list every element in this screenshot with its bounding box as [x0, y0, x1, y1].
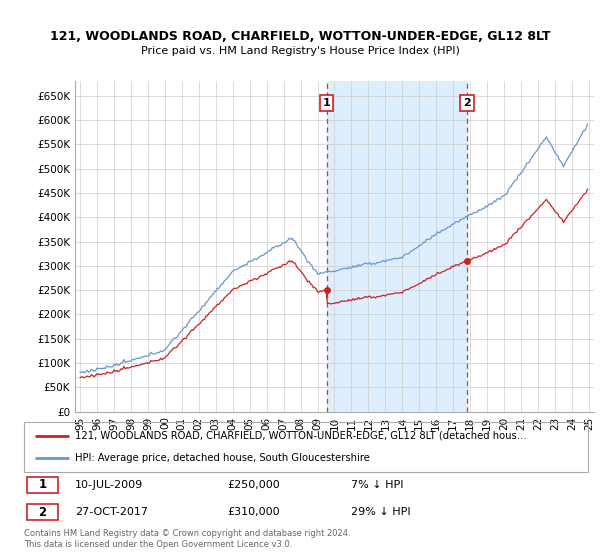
- FancyBboxPatch shape: [27, 504, 58, 520]
- Text: 2: 2: [463, 98, 471, 108]
- Text: Price paid vs. HM Land Registry's House Price Index (HPI): Price paid vs. HM Land Registry's House …: [140, 46, 460, 56]
- Text: 27-OCT-2017: 27-OCT-2017: [75, 507, 148, 517]
- Bar: [326, 81, 467, 412]
- FancyBboxPatch shape: [27, 477, 58, 493]
- Text: £250,000: £250,000: [227, 480, 280, 490]
- Text: 2: 2: [38, 506, 46, 519]
- Text: HPI: Average price, detached house, South Gloucestershire: HPI: Average price, detached house, Sout…: [75, 453, 370, 463]
- Text: This data is licensed under the Open Government Licence v3.0.: This data is licensed under the Open Gov…: [24, 540, 292, 549]
- Text: 1: 1: [38, 478, 46, 491]
- Text: 1: 1: [323, 98, 331, 108]
- Text: £310,000: £310,000: [227, 507, 280, 517]
- Text: Contains HM Land Registry data © Crown copyright and database right 2024.: Contains HM Land Registry data © Crown c…: [24, 529, 350, 538]
- Text: 29% ↓ HPI: 29% ↓ HPI: [351, 507, 411, 517]
- Text: 121, WOODLANDS ROAD, CHARFIELD, WOTTON-UNDER-EDGE, GL12 8LT: 121, WOODLANDS ROAD, CHARFIELD, WOTTON-U…: [50, 30, 550, 43]
- Text: 121, WOODLANDS ROAD, CHARFIELD, WOTTON-UNDER-EDGE, GL12 8LT (detached hous…: 121, WOODLANDS ROAD, CHARFIELD, WOTTON-U…: [75, 431, 527, 441]
- Text: 7% ↓ HPI: 7% ↓ HPI: [351, 480, 404, 490]
- Text: 10-JUL-2009: 10-JUL-2009: [75, 480, 143, 490]
